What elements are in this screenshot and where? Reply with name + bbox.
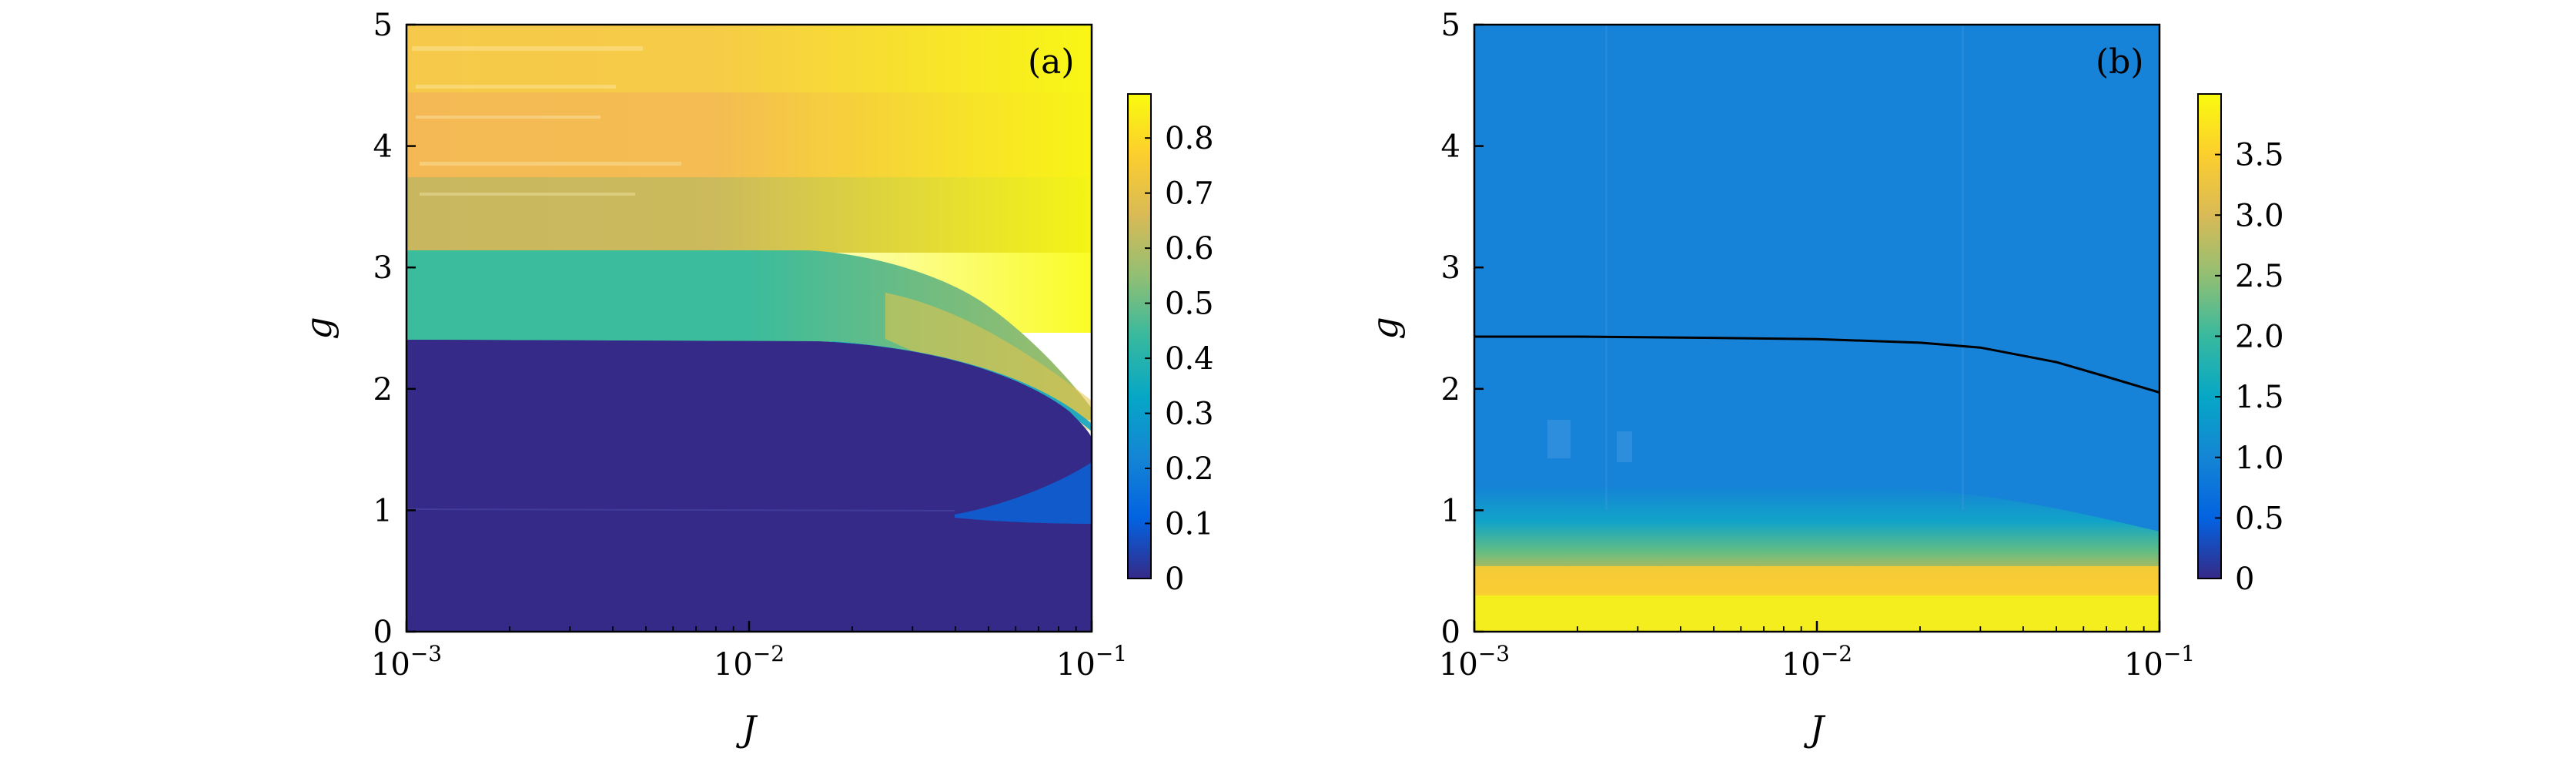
panel-label-b: (b) <box>2096 42 2144 82</box>
colorbar-tick-label: 0.1 <box>1165 507 1214 542</box>
heatmap-a-faint-line <box>406 508 955 511</box>
panel-b: 0 1 2 3 4 5 10−3 10−2 10−1 (b) J g 0 0.5 1.0 1.5 2.0… <box>1364 8 2284 750</box>
y-tick-label: 2 <box>373 372 393 408</box>
streak <box>416 116 601 119</box>
y-tick-label: 4 <box>1441 129 1460 165</box>
colorbar-tick-label: 3.0 <box>2235 198 2284 233</box>
colorbar-ticks-b: 0 0.5 1.0 1.5 2.0 2.5 3.0 3.5 <box>2215 138 2284 597</box>
colorbar-tick-label: 0.6 <box>1165 231 1214 267</box>
colorbar-tick-label: 2.5 <box>2235 259 2284 294</box>
x-axis-title-b: J <box>1804 708 1826 750</box>
panel-a: 0 1 2 3 4 5 10−3 10−2 10−1 (a) J g 0 0.1 0.2 0.3 0.4… <box>298 8 1214 750</box>
y-tick-label: 5 <box>373 8 393 43</box>
streak <box>1605 25 1607 510</box>
streak <box>420 162 681 166</box>
colorbar-tick-label: 0.3 <box>1165 397 1214 432</box>
colorbar-tick-label: 1.0 <box>2235 441 2284 476</box>
y-tick-label: 2 <box>1441 372 1460 408</box>
colorbar-tick-label: 0.8 <box>1165 121 1214 156</box>
x-axis-title-a: J <box>736 708 758 750</box>
streak <box>1547 420 1571 458</box>
colorbar-tick-label: 0 <box>2235 562 2254 597</box>
x-tick-label: 10−3 <box>1439 641 1510 683</box>
heatmap-a-streaks <box>412 46 681 196</box>
colorbar-tick-label: 0.7 <box>1165 176 1214 212</box>
colorbar-tick-label: 1.5 <box>2235 380 2284 415</box>
ticks-a: 0 1 2 3 4 5 10−3 10−2 10−1 <box>371 8 1127 683</box>
heatmap-b-bottom-orange <box>1474 566 2159 595</box>
ticks-b: 0 1 2 3 4 5 10−3 10−2 10−1 <box>1439 8 2195 683</box>
colorbar-tick-label: 0.4 <box>1165 341 1214 377</box>
panel-label-a: (a) <box>1028 42 1075 82</box>
streak <box>416 85 616 89</box>
streak <box>420 193 635 196</box>
x-tick-label: 10−2 <box>714 641 785 683</box>
colorbar-tick-label: 0.2 <box>1165 451 1214 487</box>
y-axis-title-b: g <box>1364 317 1406 339</box>
heatmap-a <box>406 25 1092 632</box>
streak <box>1617 431 1632 462</box>
y-tick-label: 0 <box>373 615 393 650</box>
heatmap-a-region-dark-main <box>406 340 1092 632</box>
x-tick-label: 10−2 <box>1781 641 1852 683</box>
y-tick-label: 3 <box>373 250 393 286</box>
y-tick-label: 5 <box>1441 8 1460 43</box>
colorbar-tick-label: 3.5 <box>2235 138 2284 173</box>
colorbar-tick-label: 0.5 <box>2235 501 2284 536</box>
colorbar-tick-label: 2.0 <box>2235 320 2284 355</box>
x-tick-label: 10−1 <box>1056 641 1127 683</box>
y-tick-label: 0 <box>1441 615 1460 650</box>
y-tick-label: 4 <box>373 129 393 165</box>
heatmap-b-streaks <box>1547 25 1964 510</box>
streak <box>412 46 643 51</box>
colorbar-ticks-a: 0 0.1 0.2 0.3 0.4 0.5 0.6 0.7 0.8 <box>1145 121 1214 597</box>
y-tick-label: 1 <box>373 493 393 528</box>
x-tick-label: 10−1 <box>2124 641 2195 683</box>
colorbar-tick-label: 0 <box>1165 562 1184 597</box>
boundary-curve-b <box>1474 335 2159 394</box>
heatmap-b <box>1474 25 2159 632</box>
x-tick-label: 10−3 <box>371 641 442 683</box>
heatmap-a-blue-pocket <box>955 462 1092 524</box>
y-tick-label: 1 <box>1441 493 1460 528</box>
colorbar-tick-label: 0.5 <box>1165 287 1214 322</box>
colorbar-a <box>1127 93 1152 579</box>
streak <box>1962 25 1964 510</box>
y-axis-title-a: g <box>298 317 340 339</box>
y-tick-label: 3 <box>1441 250 1460 286</box>
